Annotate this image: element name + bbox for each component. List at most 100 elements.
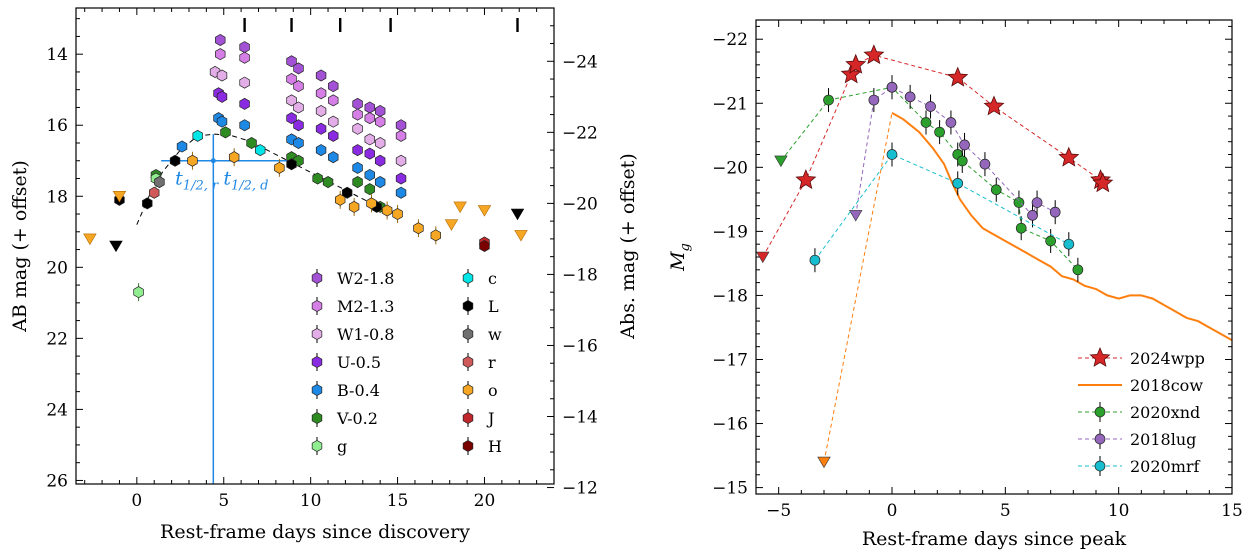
- data-point: [286, 158, 297, 171]
- data-point: [352, 108, 363, 121]
- x-tick-label: 0: [887, 501, 898, 521]
- data-point: [956, 155, 968, 167]
- data-point: [395, 172, 407, 185]
- data-point: [823, 94, 834, 106]
- data-point: [216, 115, 228, 128]
- data-point: [845, 53, 867, 74]
- legend-label: 2024wpp: [1130, 349, 1205, 368]
- data-point: [945, 117, 957, 128]
- legend-marker: [462, 355, 474, 369]
- data-point: [1058, 146, 1080, 167]
- legend-marker: [462, 439, 474, 453]
- legend-label: B-0.4: [337, 381, 380, 400]
- legend-label: 2018lug: [1130, 430, 1196, 449]
- data-point: [366, 197, 377, 210]
- series-line: [780, 86, 1079, 271]
- data-point: [142, 197, 153, 210]
- legend-marker: [311, 383, 323, 397]
- t-half-decline-sub: 1/2, d: [231, 179, 269, 194]
- series-o: [187, 148, 441, 245]
- y-tick-label: 20: [46, 258, 68, 278]
- data-point: [328, 129, 339, 142]
- data-point: [979, 158, 991, 170]
- y-tick-label: 22: [46, 329, 68, 349]
- legend-marker: [311, 271, 323, 285]
- t-half-rise-sub: 1/2, r: [183, 179, 219, 194]
- data-point: [312, 172, 323, 185]
- left-plot-frame: [75, 7, 555, 485]
- y-tick-label: −22: [712, 30, 748, 50]
- data-point: [255, 144, 266, 157]
- legend-entry: 2018lug: [1078, 429, 1196, 449]
- legend-marker: [1094, 460, 1106, 472]
- data-point: [395, 119, 407, 132]
- series-line: [762, 54, 1104, 258]
- legend-label: 2020mrf: [1130, 457, 1201, 476]
- t-half-rise-label: t1/2, r: [175, 168, 219, 194]
- right-y-axis-label: Mg: [667, 243, 693, 272]
- left-axis-ticks: [76, 8, 555, 489]
- data-point: [849, 210, 863, 222]
- y-tick-label: −19: [712, 222, 748, 242]
- data-point: [315, 69, 327, 82]
- y2-tick-label: −20: [562, 194, 598, 214]
- comparison-series: [756, 44, 1233, 469]
- data-point: [514, 230, 528, 242]
- data-point: [109, 240, 123, 253]
- data-point: [809, 254, 821, 266]
- data-point: [315, 87, 327, 100]
- x-tick-label: 15: [1221, 501, 1243, 521]
- x-tick-label: 15: [387, 491, 409, 511]
- data-point: [293, 101, 304, 114]
- legend-label: W2-1.8: [337, 269, 394, 288]
- legend-entry: H: [462, 437, 502, 456]
- x-tick-label: 10: [300, 491, 322, 511]
- x-tick-label: −5: [766, 501, 791, 521]
- data-point: [328, 80, 339, 93]
- data-point: [352, 144, 363, 157]
- left-y-axis-label: AB mag (+ offset): [9, 160, 31, 333]
- y-tick-label: −16: [712, 415, 748, 435]
- legend-entry: U-0.5: [311, 353, 381, 372]
- data-point: [395, 129, 407, 142]
- x-tick-label: 0: [131, 491, 142, 511]
- data-point: [286, 94, 297, 107]
- left-x-axis-label: Rest-frame days since discovery: [160, 521, 470, 543]
- legend-label: w: [488, 325, 502, 344]
- y-tick-label: −20: [712, 158, 748, 178]
- data-point: [352, 161, 363, 174]
- data-point: [112, 191, 127, 203]
- data-point: [286, 112, 297, 125]
- data-point: [293, 80, 304, 93]
- series-b-0-4: [176, 112, 407, 199]
- data-point: [187, 154, 198, 167]
- legend-marker: [311, 355, 323, 369]
- data-point: [322, 176, 334, 189]
- data-point: [952, 177, 964, 189]
- data-point: [934, 126, 945, 138]
- legend-label: 2018cow: [1130, 376, 1203, 395]
- left-right-axis-label: Abs. mag (+ offset): [617, 153, 639, 340]
- data-point: [413, 222, 424, 235]
- data-point: [286, 73, 297, 86]
- right-tick-labels: −5 0 5 10 15 −15 −16 −17 −18 −19 −20 −21 −22: [712, 30, 1243, 521]
- y-tick-label: −21: [712, 94, 748, 114]
- data-point: [947, 66, 969, 87]
- legend-label: M2-1.3: [337, 297, 394, 316]
- left-legend: W2-1.8 M2-1.3 W1-0.8 U-0.5 B-0.4 V-0.2 g cLwroJ…: [311, 269, 502, 456]
- legend-label: J: [486, 409, 494, 428]
- data-point: [774, 155, 788, 168]
- legend-entry: w: [462, 325, 502, 344]
- y-tick-label: 24: [46, 400, 68, 420]
- data-point: [395, 154, 407, 167]
- legend-label: W1-0.8: [337, 325, 394, 344]
- right-comparison-panel: −5 0 5 10 15 −15 −16 −17 −18 −19 −20 −21 −22 Rest-fr…: [667, 19, 1243, 550]
- data-point: [154, 176, 165, 189]
- y-tick-label: −18: [712, 286, 748, 306]
- data-point: [328, 151, 339, 164]
- data-point: [215, 48, 226, 61]
- legend-label: V-0.2: [336, 409, 378, 428]
- data-point: [239, 41, 250, 54]
- data-point: [228, 151, 240, 164]
- legend-entry: V-0.2: [311, 409, 378, 428]
